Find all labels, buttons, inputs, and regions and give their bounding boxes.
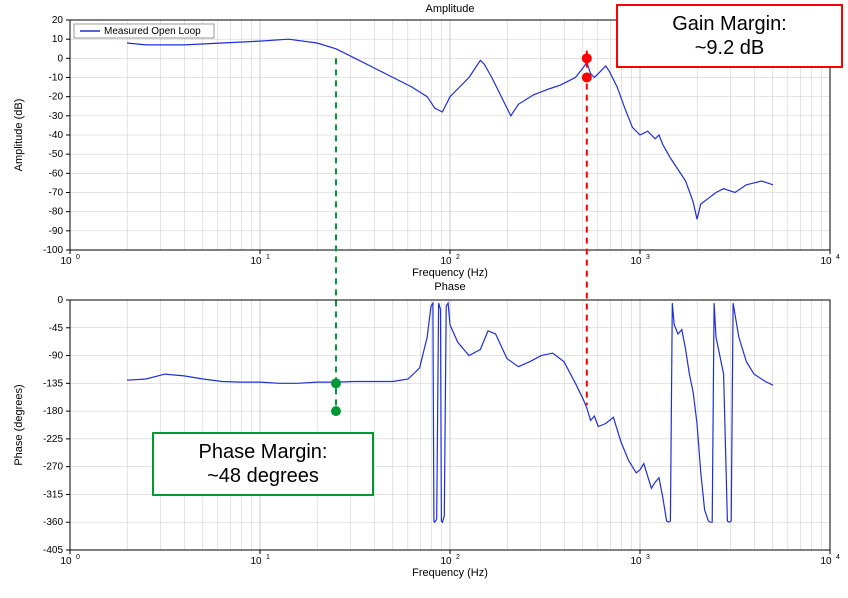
svg-text:3: 3	[646, 254, 650, 261]
phase-margin-label: Phase Margin:	[168, 440, 358, 464]
svg-text:Amplitude: Amplitude	[426, 3, 475, 15]
svg-text:-180: -180	[43, 406, 63, 417]
svg-text:0: 0	[57, 53, 63, 64]
svg-text:10: 10	[60, 256, 72, 267]
svg-text:-270: -270	[43, 462, 63, 473]
svg-text:10: 10	[630, 556, 642, 567]
chart-svg: -100-90-80-70-60-50-40-30-20-10010201001…	[0, 0, 848, 598]
svg-text:Phase: Phase	[434, 281, 465, 293]
svg-text:3: 3	[646, 554, 650, 561]
svg-text:-315: -315	[43, 489, 63, 500]
svg-text:1: 1	[266, 254, 270, 261]
svg-text:10: 10	[52, 34, 64, 45]
svg-text:1: 1	[266, 554, 270, 561]
svg-text:10: 10	[60, 556, 72, 567]
svg-text:Amplitude (dB): Amplitude (dB)	[13, 99, 25, 172]
phase-margin-annotation: Phase Margin: ~48 degrees	[152, 432, 374, 496]
svg-text:0: 0	[57, 295, 63, 306]
svg-text:-135: -135	[43, 378, 63, 389]
svg-text:10: 10	[820, 256, 832, 267]
svg-text:10: 10	[440, 556, 452, 567]
svg-text:Phase (degrees): Phase (degrees)	[13, 384, 25, 465]
gain-margin-label: Gain Margin:	[632, 12, 827, 36]
svg-text:10: 10	[250, 256, 262, 267]
svg-text:-30: -30	[49, 111, 64, 122]
svg-text:2: 2	[456, 254, 460, 261]
svg-text:-405: -405	[43, 545, 63, 556]
svg-text:-100: -100	[43, 245, 63, 256]
svg-text:10: 10	[820, 556, 832, 567]
svg-text:20: 20	[52, 15, 64, 26]
svg-text:0: 0	[76, 254, 80, 261]
gain-margin-value: ~9.2 dB	[632, 36, 827, 60]
svg-text:-90: -90	[49, 351, 64, 362]
phase-margin-value: ~48 degrees	[168, 464, 358, 488]
bode-plot-figure: -100-90-80-70-60-50-40-30-20-10010201001…	[0, 0, 848, 598]
svg-text:-225: -225	[43, 434, 63, 445]
svg-text:2: 2	[456, 554, 460, 561]
svg-text:4: 4	[836, 554, 840, 561]
svg-text:-80: -80	[49, 207, 64, 218]
svg-text:-10: -10	[49, 73, 64, 84]
svg-text:Frequency (Hz): Frequency (Hz)	[412, 567, 488, 579]
svg-text:-60: -60	[49, 168, 64, 179]
svg-text:10: 10	[630, 256, 642, 267]
svg-text:10: 10	[440, 256, 452, 267]
svg-text:0: 0	[76, 554, 80, 561]
svg-text:-90: -90	[49, 226, 64, 237]
svg-text:-45: -45	[49, 323, 64, 334]
svg-text:-50: -50	[49, 149, 64, 160]
svg-text:10: 10	[250, 556, 262, 567]
svg-text:Frequency (Hz): Frequency (Hz)	[412, 267, 488, 279]
svg-text:-40: -40	[49, 130, 64, 141]
svg-text:4: 4	[836, 254, 840, 261]
svg-text:Measured Open Loop: Measured Open Loop	[104, 26, 201, 37]
svg-text:-70: -70	[49, 188, 64, 199]
svg-text:-20: -20	[49, 92, 64, 103]
svg-text:-360: -360	[43, 517, 63, 528]
gain-margin-annotation: Gain Margin: ~9.2 dB	[616, 4, 843, 68]
